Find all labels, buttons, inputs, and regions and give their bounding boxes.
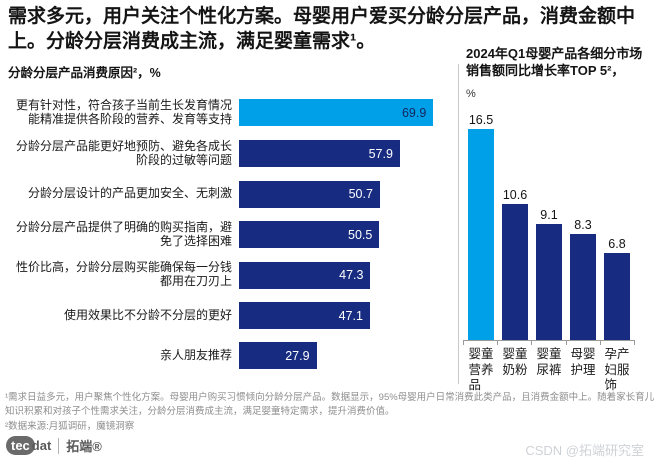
bar-row: 分龄分层设计的产品更加安全、无刺激 50.7 (8, 180, 456, 208)
csdn-watermark: CSDN @拓端研究室 (525, 443, 644, 458)
category-label: 婴童奶粉 (502, 347, 528, 377)
column: 6.8 (600, 237, 634, 340)
bar-value: 50.7 (348, 187, 373, 202)
bar: 47.3 (239, 261, 371, 289)
bar-label: 分龄分层设计的产品更加安全、无刺激 (27, 186, 232, 201)
column-value: 8.3 (574, 217, 592, 232)
bar-row: 使用效果比不分龄不分层的更好 47.1 (8, 302, 456, 330)
logo-brand-text: 拓端® (66, 439, 102, 454)
left-bar-chart: 更有针对性，符合孩子当前生长发育情况能精准提供各阶段的营养、发育等支持 69.9… (8, 98, 456, 382)
logo-tec-badge: tec (6, 436, 35, 455)
bar (604, 252, 630, 340)
bar-label: 分龄分层产品提供了明确的购买指南，避免了选择困难 (15, 219, 232, 248)
bar-label: 亲人朋友推荐 (159, 347, 232, 362)
category-label: 婴童营养品 (468, 347, 494, 393)
bar-row: 更有针对性，符合孩子当前生长发育情况能精准提供各阶段的营养、发育等支持 69.9 (8, 98, 456, 127)
column-value: 6.8 (608, 236, 626, 251)
right-chart-title: 2024年Q1母婴产品各细分市场销售额同比增长率TOP 5²， (466, 46, 643, 78)
footnotes: ¹需求日益多元，用户聚焦个性化方案。母婴用户购买习惯倾向分龄分层产品。数据显示，… (5, 391, 657, 434)
panel-divider (458, 64, 459, 384)
tecdat-logo: tec dat 拓端® (6, 436, 102, 455)
bar-label: 性价比高，分龄分层购买能确保每一分钱都用在刀刃上 (15, 260, 232, 289)
column: 10.6 (498, 188, 532, 340)
bar-label: 使用效果比不分龄不分层的更好 (63, 307, 232, 322)
bar-value: 27.9 (285, 348, 310, 363)
bar (468, 128, 494, 340)
bar-label: 更有针对性，符合孩子当前生长发育情况能精准提供各阶段的营养、发育等支持 (15, 98, 232, 126)
bar: 50.5 (239, 221, 380, 249)
column-value: 16.5 (468, 112, 494, 127)
axis-tick (463, 341, 464, 345)
axis-tick (497, 341, 499, 345)
column: 16.5 (464, 113, 498, 340)
logo-separator (58, 437, 60, 454)
bar: 57.9 (239, 140, 400, 168)
axis-tick (633, 341, 635, 345)
axis-tick (531, 341, 533, 345)
logo-dat-text: dat (31, 438, 52, 453)
bar-value: 47.3 (339, 268, 364, 283)
right-bar-chart: 16.5 10.6 9.1 8.3 6.8 (464, 110, 634, 340)
right-chart-unit: % (466, 88, 476, 100)
column-value: 10.6 (502, 188, 528, 203)
column: 9.1 (532, 208, 566, 340)
bar-value: 69.9 (401, 105, 427, 120)
bar (536, 223, 562, 340)
column: 8.3 (566, 218, 600, 340)
bar: 69.9 (239, 99, 434, 127)
bar-row: 亲人朋友推荐 27.9 (8, 342, 456, 370)
x-axis (463, 340, 635, 345)
bar: 50.7 (239, 180, 380, 208)
bar: 27.9 (239, 342, 317, 370)
bar: 47.1 (239, 302, 370, 330)
footnote-2: ²数据来源:月狐调研，魔镜洞察 (5, 420, 135, 432)
category-label: 母婴护理 (570, 347, 596, 377)
bar (570, 233, 596, 340)
bar (502, 204, 528, 340)
bar-row: 分龄分层产品提供了明确的购买指南，避免了选择困难 50.5 (8, 219, 456, 249)
bar-row: 分龄分层产品能更好地预防、避免各成长阶段的过敏等问题 57.9 (8, 138, 456, 168)
category-label: 孕产妇服饰 (604, 347, 630, 393)
x-axis-labels: 婴童营养品 婴童奶粉 婴童尿裤 母婴护理 孕产妇服饰 (464, 347, 634, 394)
category-label: 婴童尿裤 (536, 347, 562, 377)
bar-value: 47.1 (338, 308, 363, 323)
footnote-1: ¹需求日益多元，用户聚焦个性化方案。母婴用户购买习惯倾向分龄分层产品。数据显示，… (5, 392, 655, 418)
page-title: 需求多元，用户关注个性化方案。母婴用户爱买分龄分层产品，消费金额中上。分龄分层消… (8, 6, 636, 53)
bar-label: 分龄分层产品能更好地预防、避免各成长阶段的过敏等问题 (15, 138, 232, 167)
column-value: 9.1 (540, 207, 558, 222)
bar-value: 50.5 (348, 227, 373, 242)
axis-tick (565, 341, 567, 345)
bar-row: 性价比高，分龄分层购买能确保每一分钱都用在刀刃上 47.3 (8, 261, 456, 289)
axis-tick (599, 341, 601, 345)
left-chart-title: 分龄分层产品消费原因²，% (8, 66, 161, 80)
bar-value: 57.9 (368, 146, 393, 161)
